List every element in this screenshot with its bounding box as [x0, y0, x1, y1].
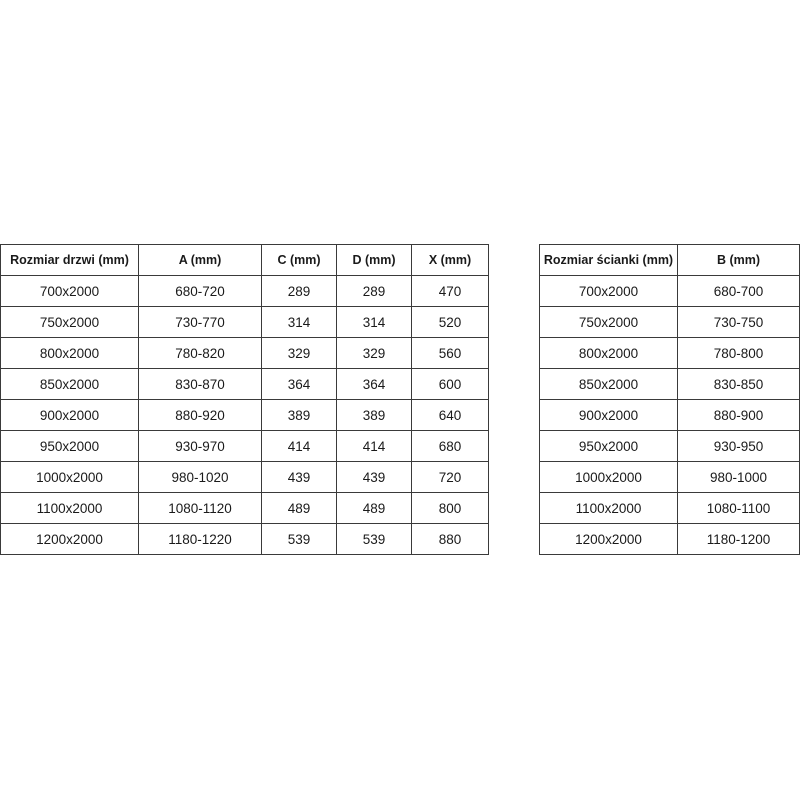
table-row: 1100x2000 1080-1100	[539, 492, 800, 524]
table-cell: 314	[261, 306, 337, 338]
table-row: 800x2000 780-820 329 329 560	[0, 337, 489, 369]
table-row: 800x2000 780-800	[539, 337, 800, 369]
table-header-row: Rozmiar ścianki (mm) B (mm)	[539, 244, 800, 276]
table-row: 750x2000 730-750	[539, 306, 800, 338]
table-cell: 329	[336, 337, 412, 369]
column-header: B (mm)	[677, 244, 800, 276]
table-cell: 1200x2000	[539, 523, 678, 555]
table-cell: 800x2000	[0, 337, 139, 369]
table-cell: 329	[261, 337, 337, 369]
table-cell: 539	[261, 523, 337, 555]
table-row: 1200x2000 1180-1220 539 539 880	[0, 523, 489, 555]
table-row: 850x2000 830-850	[539, 368, 800, 400]
table-cell: 950x2000	[539, 430, 678, 462]
table-row: 850x2000 830-870 364 364 600	[0, 368, 489, 400]
wall-panel-size-table: Rozmiar ścianki (mm) B (mm) 700x2000 680-7…	[539, 244, 800, 555]
table-cell: 950x2000	[0, 430, 139, 462]
table-cell: 750x2000	[0, 306, 139, 338]
table-cell: 600	[411, 368, 489, 400]
table-row: 700x2000 680-720 289 289 470	[0, 275, 489, 307]
table-cell: 314	[336, 306, 412, 338]
table-cell: 520	[411, 306, 489, 338]
table-row: 950x2000 930-970 414 414 680	[0, 430, 489, 462]
table-cell: 680	[411, 430, 489, 462]
table-cell: 830-870	[138, 368, 262, 400]
table-cell: 439	[261, 461, 337, 493]
table-cell: 364	[261, 368, 337, 400]
table-cell: 730-770	[138, 306, 262, 338]
table-row: 900x2000 880-920 389 389 640	[0, 399, 489, 431]
table-header-row: Rozmiar drzwi (mm) A (mm) C (mm) D (mm) X (m…	[0, 244, 489, 276]
table-cell: 1200x2000	[0, 523, 139, 555]
table-cell: 1100x2000	[539, 492, 678, 524]
table-cell: 880-920	[138, 399, 262, 431]
table-cell: 780-800	[677, 337, 800, 369]
table-cell: 730-750	[677, 306, 800, 338]
table-cell: 439	[336, 461, 412, 493]
table-cell: 800	[411, 492, 489, 524]
table-cell: 489	[336, 492, 412, 524]
table-cell: 880-900	[677, 399, 800, 431]
table-cell: 980-1020	[138, 461, 262, 493]
table-cell: 1000x2000	[0, 461, 139, 493]
table-row: 1000x2000 980-1000	[539, 461, 800, 493]
table-cell: 489	[261, 492, 337, 524]
table-cell: 800x2000	[539, 337, 678, 369]
table-cell: 750x2000	[539, 306, 678, 338]
table-row: 950x2000 930-950	[539, 430, 800, 462]
table-cell: 364	[336, 368, 412, 400]
column-header: X (mm)	[411, 244, 489, 276]
table-cell: 1180-1220	[138, 523, 262, 555]
table-cell: 414	[336, 430, 412, 462]
table-cell: 539	[336, 523, 412, 555]
table-cell: 980-1000	[677, 461, 800, 493]
table-cell: 900x2000	[539, 399, 678, 431]
table-cell: 930-950	[677, 430, 800, 462]
table-cell: 414	[261, 430, 337, 462]
table-cell: 1080-1100	[677, 492, 800, 524]
table-cell: 780-820	[138, 337, 262, 369]
table-cell: 850x2000	[539, 368, 678, 400]
table-cell: 700x2000	[0, 275, 139, 307]
table-cell: 700x2000	[539, 275, 678, 307]
table-row: 750x2000 730-770 314 314 520	[0, 306, 489, 338]
table-cell: 880	[411, 523, 489, 555]
table-cell: 850x2000	[0, 368, 139, 400]
table-cell: 1000x2000	[539, 461, 678, 493]
table-row: 700x2000 680-700	[539, 275, 800, 307]
table-cell: 1100x2000	[0, 492, 139, 524]
table-cell: 560	[411, 337, 489, 369]
table-cell: 1180-1200	[677, 523, 800, 555]
column-header: C (mm)	[261, 244, 337, 276]
table-cell: 289	[336, 275, 412, 307]
table-row: 900x2000 880-900	[539, 399, 800, 431]
column-header: Rozmiar drzwi (mm)	[0, 244, 139, 276]
door-size-table: Rozmiar drzwi (mm) A (mm) C (mm) D (mm) X (m…	[0, 244, 489, 555]
table-cell: 640	[411, 399, 489, 431]
table-row: 1200x2000 1180-1200	[539, 523, 800, 555]
table-cell: 470	[411, 275, 489, 307]
column-header: D (mm)	[336, 244, 412, 276]
table-cell: 720	[411, 461, 489, 493]
table-cell: 289	[261, 275, 337, 307]
table-cell: 389	[336, 399, 412, 431]
table-cell: 680-720	[138, 275, 262, 307]
column-header: A (mm)	[138, 244, 262, 276]
table-row: 1100x2000 1080-1120 489 489 800	[0, 492, 489, 524]
column-header: Rozmiar ścianki (mm)	[539, 244, 678, 276]
table-cell: 389	[261, 399, 337, 431]
table-row: 1000x2000 980-1020 439 439 720	[0, 461, 489, 493]
table-cell: 1080-1120	[138, 492, 262, 524]
table-cell: 930-970	[138, 430, 262, 462]
table-cell: 900x2000	[0, 399, 139, 431]
table-cell: 680-700	[677, 275, 800, 307]
table-cell: 830-850	[677, 368, 800, 400]
